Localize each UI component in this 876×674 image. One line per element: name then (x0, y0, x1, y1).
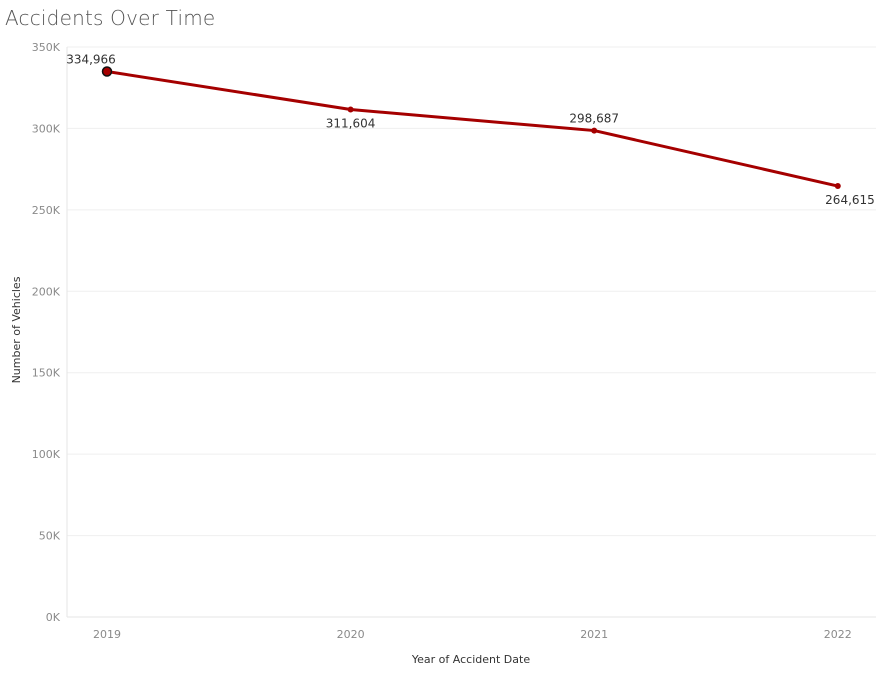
data-label: 264,615 (825, 193, 875, 207)
gridlines (67, 46, 876, 537)
chart-title: Accidents Over Time (5, 6, 216, 30)
y-tick-label: 100K (32, 448, 61, 461)
y-tick-label: 150K (32, 367, 61, 380)
x-tick-label: 2022 (824, 628, 852, 641)
y-tick-label: 200K (32, 285, 61, 298)
y-axis-label: Number of Vehicles (10, 276, 23, 383)
data-label: 334,966 (66, 52, 116, 66)
data-point[interactable] (591, 127, 598, 134)
data-point[interactable] (834, 183, 841, 190)
x-tick-label: 2019 (93, 628, 121, 641)
y-tick-label: 50K (39, 530, 61, 543)
y-tick-label: 350K (32, 41, 61, 54)
data-label: 298,687 (569, 112, 619, 126)
y-tick-label: 0K (46, 611, 61, 624)
series-layer: 334,966 311,604 298,687 264,615 (66, 52, 875, 207)
y-tick-labels: 350K 300K 250K 200K 150K 100K 50K 0K (32, 41, 61, 624)
data-point-highlighted[interactable] (101, 66, 113, 77)
x-tick-label: 2020 (337, 628, 365, 641)
series-line (105, 69, 840, 188)
x-axis-label: Year of Accident Date (411, 653, 530, 666)
y-tick-label: 250K (32, 204, 61, 217)
data-point[interactable] (347, 106, 354, 113)
x-tick-labels: 2019 2020 2021 2022 (93, 628, 852, 641)
data-label: 311,604 (326, 117, 376, 131)
x-tick-label: 2021 (580, 628, 608, 641)
y-tick-label: 300K (32, 122, 61, 135)
